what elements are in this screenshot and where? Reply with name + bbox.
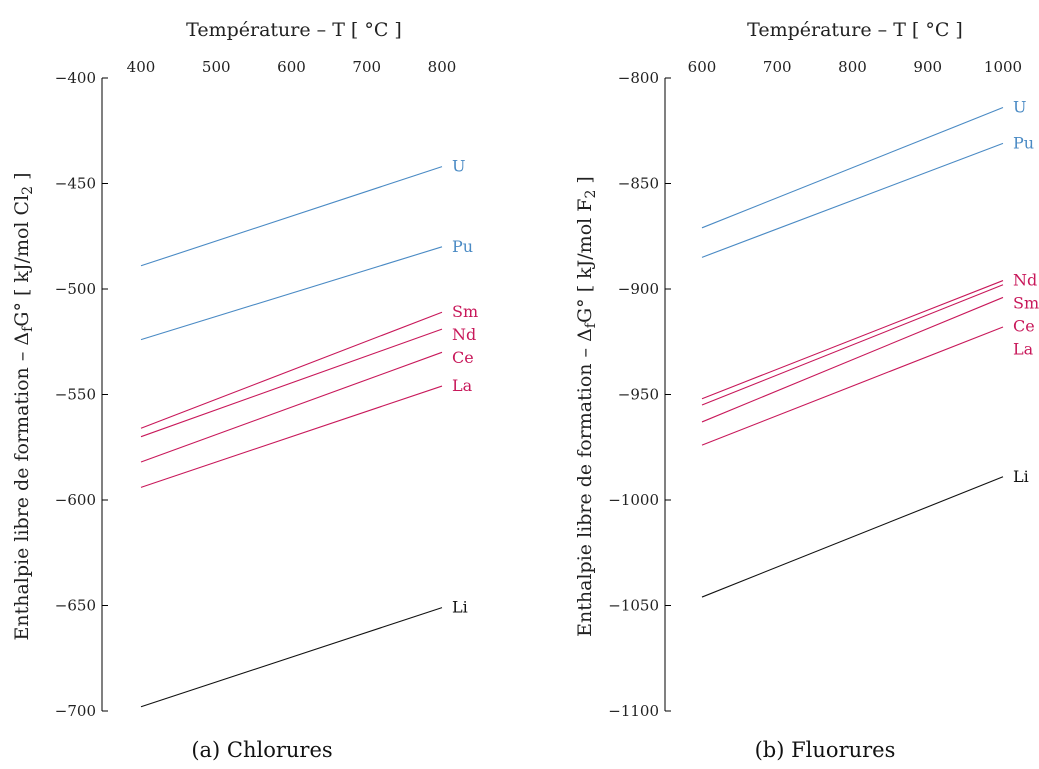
series-label-nd: Nd	[452, 325, 476, 344]
series-line-u	[140, 166, 443, 267]
series-line-ce	[701, 296, 1004, 423]
x-tick-label: 500	[202, 58, 231, 76]
panel-caption: (b) Fluorures	[755, 738, 896, 762]
panel-caption: (a) Chlorures	[191, 738, 332, 762]
y-axis-title-part: G° [ kJ/mol Cl	[11, 195, 33, 327]
y-axis-title-group: Enthalpie libre de formation – ΔfG° [ kJ…	[11, 172, 36, 640]
series-line-li	[701, 476, 1004, 598]
series-line-u	[701, 107, 1004, 229]
series-label-nd: Nd	[1013, 271, 1037, 290]
chart-chlorures: −400 −450 −500 −550 −600 −650 −700 400 500 600 700…	[11, 19, 478, 762]
y-tick-label: −500	[55, 280, 96, 298]
x-tick-label: 600	[688, 58, 717, 76]
y-tick-label: −650	[55, 597, 96, 615]
x-tick-label: 800	[838, 58, 867, 76]
y-axis-title-subscript: f	[20, 325, 36, 332]
series-line-pu	[701, 142, 1004, 258]
chart-fluorures: −800 −850 −900 −950 −1000 −1050 −1100 600 700 800…	[574, 19, 1039, 762]
series-label-ce: Ce	[1013, 317, 1035, 336]
series-line-la	[701, 326, 1004, 446]
y-tick-label: −700	[55, 702, 96, 720]
series-label-sm: Sm	[1013, 294, 1039, 313]
y-tick-label: −1000	[608, 491, 659, 509]
series-label-ce: Ce	[452, 348, 474, 367]
series-label-li: Li	[452, 598, 468, 617]
y-tick-label: −850	[618, 175, 659, 193]
y-axis-title-subscript: 2	[583, 190, 599, 199]
y-tick-label: −550	[55, 386, 96, 404]
series-line-nd	[140, 328, 443, 438]
y-tick-label: −950	[618, 386, 659, 404]
x-tick-label: 700	[763, 58, 792, 76]
series-label-pu: Pu	[1013, 133, 1034, 152]
y-tick-label: −900	[618, 280, 659, 298]
series-line-pu	[140, 246, 443, 341]
x-tick-label: 800	[428, 58, 457, 76]
series-line-la	[140, 385, 443, 488]
x-axis-title: Température – T [ °C ]	[186, 19, 402, 41]
y-tick-label: −400	[55, 69, 96, 87]
series-line-sm	[140, 311, 443, 429]
y-axis-title: Enthalpie libre de formation – ΔfG° [ kJ…	[11, 172, 36, 640]
series-label-sm: Sm	[452, 302, 478, 321]
series-line-sm	[701, 284, 1004, 406]
y-tick-label: −1100	[608, 702, 659, 720]
x-tick-label: 700	[352, 58, 381, 76]
x-tick-label: 1000	[984, 58, 1022, 76]
series-line-ce	[140, 351, 443, 463]
x-tick-label: 600	[277, 58, 306, 76]
y-axis-title-subscript: f	[583, 321, 599, 328]
x-tick-label: 900	[913, 58, 942, 76]
series-label-la: La	[1013, 340, 1034, 359]
y-tick-label: −1050	[608, 597, 659, 615]
y-axis-title: Enthalpie libre de formation – ΔfG° [ kJ…	[574, 176, 599, 637]
series-line-li	[140, 607, 443, 708]
x-tick-label: 400	[127, 58, 156, 76]
y-axis-title-part: ]	[574, 176, 596, 189]
y-axis-title-part: Enthalpie libre de formation – Δ	[11, 332, 33, 641]
y-axis-title-part: G° [ kJ/mol F	[574, 199, 596, 323]
y-tick-label: −600	[55, 491, 96, 509]
series-label-u: U	[452, 157, 465, 176]
y-axis-title-group: Enthalpie libre de formation – ΔfG° [ kJ…	[574, 176, 599, 637]
y-tick-label: −450	[55, 175, 96, 193]
series-label-la: La	[452, 376, 473, 395]
y-axis-title-part: Enthalpie libre de formation – Δ	[574, 328, 596, 637]
x-axis-title: Température – T [ °C ]	[747, 19, 963, 41]
y-axis-title-subscript: 2	[20, 186, 36, 195]
series-label-pu: Pu	[452, 237, 473, 256]
y-tick-label: −800	[618, 69, 659, 87]
series-label-u: U	[1013, 98, 1026, 117]
series-label-li: Li	[1013, 467, 1029, 486]
series-line-nd	[701, 280, 1004, 400]
y-axis-title-part: ]	[11, 172, 33, 185]
